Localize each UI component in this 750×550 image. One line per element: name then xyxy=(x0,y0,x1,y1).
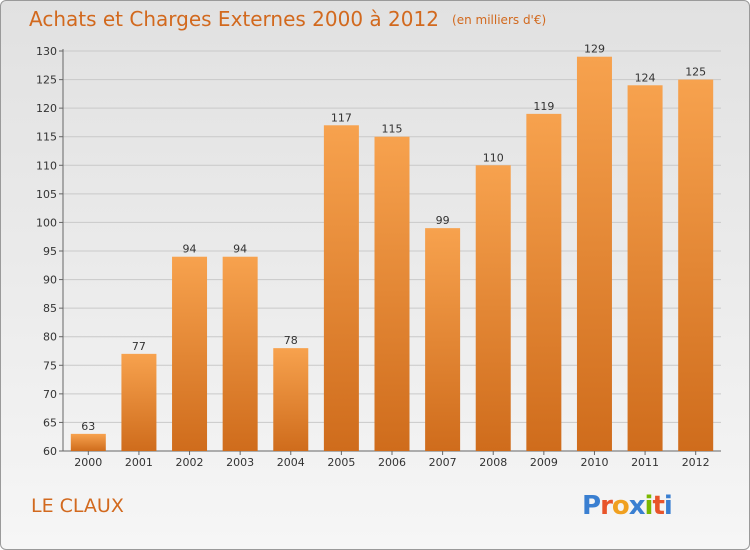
bar-2010 xyxy=(576,56,612,451)
value-label-2008: 110 xyxy=(483,151,504,164)
value-label-2011: 124 xyxy=(635,71,656,84)
value-label-2001: 77 xyxy=(132,340,146,353)
y-tick-label: 60 xyxy=(43,445,57,458)
value-label-2000: 63 xyxy=(81,420,95,433)
y-tick-label: 90 xyxy=(43,274,57,287)
labels: 63 2000 77 2001 94 2002 94 2003 78 2004 117 2005 115… xyxy=(74,43,709,469)
bar-2002 xyxy=(172,256,208,451)
value-label-2005: 117 xyxy=(331,111,352,124)
bar-2000 xyxy=(70,433,106,451)
y-tick-label: 85 xyxy=(43,302,57,315)
y-tick-label: 125 xyxy=(36,74,57,87)
proxiti-logo: Proxiti xyxy=(582,491,673,521)
bar-2007 xyxy=(425,228,461,451)
y-tick-label: 65 xyxy=(43,416,57,429)
x-tick-label-2002: 2002 xyxy=(176,456,204,469)
bar-2005 xyxy=(323,125,359,452)
bar-2003 xyxy=(222,256,258,451)
x-tick-label-2003: 2003 xyxy=(226,456,254,469)
place-name: LE CLAUX xyxy=(31,495,124,517)
bar-2011 xyxy=(627,85,663,452)
chart-title-text: Achats et Charges Externes 2000 à 2012 xyxy=(29,7,439,31)
x-tick-label-2012: 2012 xyxy=(682,456,710,469)
y-tick-label: 80 xyxy=(43,331,57,344)
value-label-2002: 94 xyxy=(183,243,197,256)
bar-2012 xyxy=(678,79,714,452)
value-label-2007: 99 xyxy=(436,214,450,227)
bar-2006 xyxy=(374,136,410,451)
x-tick-label-2007: 2007 xyxy=(429,456,457,469)
value-label-2012: 125 xyxy=(685,66,706,79)
y-tick-label: 95 xyxy=(43,245,57,258)
y-tick-label: 110 xyxy=(36,159,57,172)
value-label-2004: 78 xyxy=(284,334,298,347)
x-tick-label-2010: 2010 xyxy=(580,456,608,469)
y-tick-label: 105 xyxy=(36,188,57,201)
y-tick-label: 120 xyxy=(36,102,57,115)
value-label-2009: 119 xyxy=(533,100,554,113)
bar-2009 xyxy=(526,113,562,451)
chart-title: Achats et Charges Externes 2000 à 2012 (… xyxy=(29,7,546,31)
x-tick-label-2009: 2009 xyxy=(530,456,558,469)
value-label-2003: 94 xyxy=(233,243,247,256)
bars xyxy=(70,56,714,452)
bar-2004 xyxy=(273,348,309,451)
y-tick-label: 130 xyxy=(36,45,57,58)
bar-2008 xyxy=(475,165,511,452)
y-tick-label: 115 xyxy=(36,131,57,144)
y-tick-label: 75 xyxy=(43,359,57,372)
x-tick-label-2011: 2011 xyxy=(631,456,659,469)
bar-2001 xyxy=(121,353,157,451)
x-tick-label-2004: 2004 xyxy=(277,456,305,469)
value-label-2006: 115 xyxy=(382,123,403,136)
value-label-2010: 129 xyxy=(584,43,605,56)
x-tick-label-2008: 2008 xyxy=(479,456,507,469)
chart-unit: (en milliers d'€) xyxy=(452,13,547,27)
x-tick-label-2001: 2001 xyxy=(125,456,153,469)
x-tick-label-2000: 2000 xyxy=(74,456,102,469)
y-tick-label: 100 xyxy=(36,216,57,229)
x-tick-label-2005: 2005 xyxy=(327,456,355,469)
y-tick-label: 70 xyxy=(43,388,57,401)
x-tick-label-2006: 2006 xyxy=(378,456,406,469)
